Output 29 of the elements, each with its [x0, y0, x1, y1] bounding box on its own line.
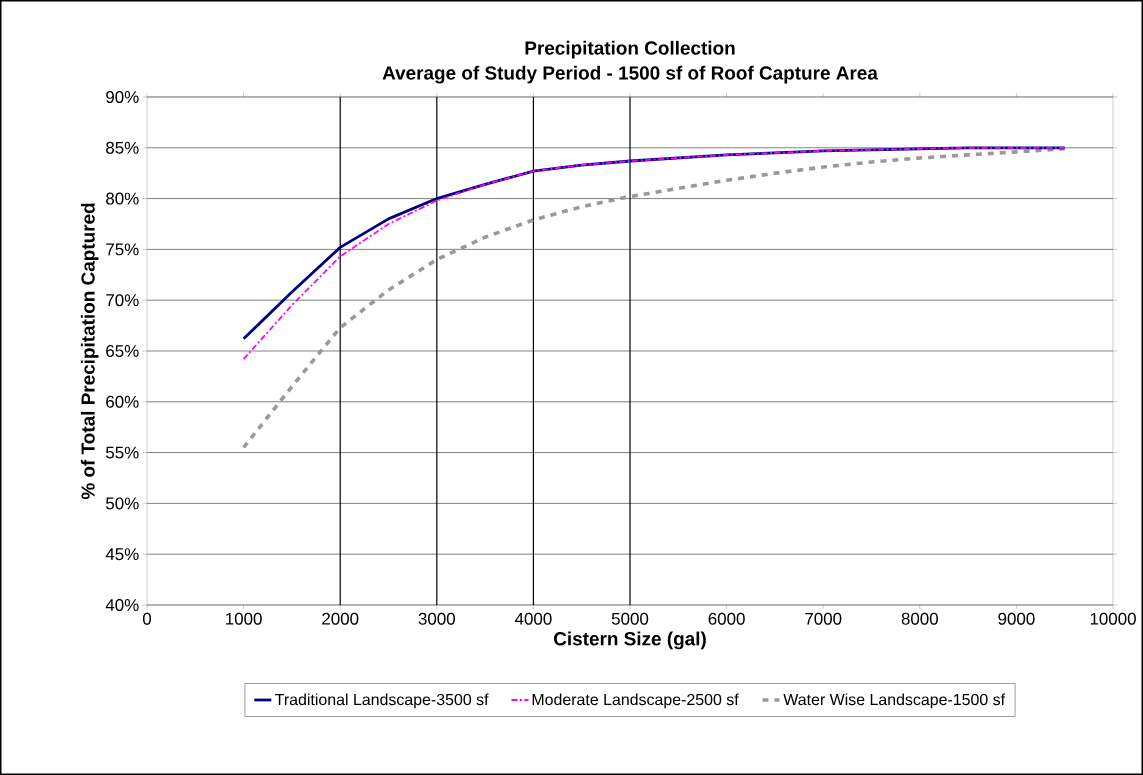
y-tick-label: 80%	[106, 192, 139, 205]
legend-label: Moderate Landscape-2500 sf	[532, 693, 739, 709]
y-tick-label: 75%	[106, 243, 139, 256]
x-tick-label: 6000	[708, 612, 745, 625]
x-tick-label: 1000	[226, 612, 262, 625]
y-tick-label: 60%	[106, 395, 139, 408]
x-tick-label: 10000	[1090, 612, 1136, 625]
legend-label: Traditional Landscape-3500 sf	[275, 693, 489, 709]
chart-subtitle: Average of Study Period - 1500 sf of Roof Capture Area	[382, 65, 878, 84]
y-tick-label: 85%	[106, 141, 139, 154]
x-axis-title: Cistern Size (gal)	[554, 631, 706, 650]
x-tick-label: 0	[142, 612, 152, 625]
chart-title: Precipitation Collection	[525, 40, 735, 59]
x-tick-label: 8000	[901, 612, 938, 625]
y-tick-label: 70%	[106, 294, 139, 307]
x-tick-label: 3000	[418, 612, 455, 625]
y-tick-label: 50%	[106, 497, 139, 510]
x-tick-label: 4000	[514, 612, 552, 625]
y-tick-label: 90%	[106, 90, 139, 103]
x-tick-label: 2000	[322, 612, 359, 625]
y-tick-label: 45%	[105, 548, 139, 561]
x-tick-label: 9000	[998, 612, 1035, 625]
legend-label: Water Wise Landscape-1500 sf	[783, 693, 1006, 709]
y-tick-label: 40%	[105, 598, 139, 611]
y-tick-label: 55%	[106, 446, 139, 459]
y-tick-label: 65%	[106, 344, 139, 357]
x-tick-label: 7000	[805, 612, 842, 625]
y-axis-title: % of Total Precipitation Captured	[80, 203, 99, 500]
x-tick-label: 5000	[611, 612, 649, 625]
